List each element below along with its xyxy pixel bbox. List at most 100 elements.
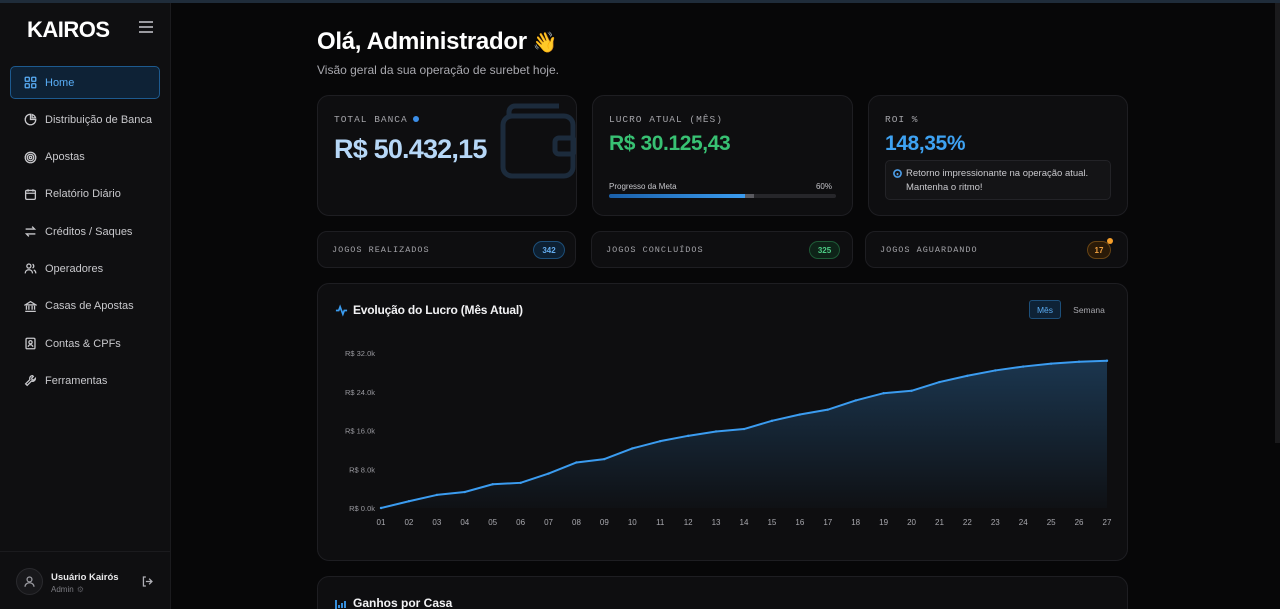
sidebar-item-casas[interactable]: Casas de Apostas	[10, 290, 160, 323]
x-tick-label: 10	[628, 518, 637, 527]
data-point[interactable]	[435, 493, 439, 497]
y-tick-label: R$ 8.0k	[349, 465, 375, 474]
data-point[interactable]	[686, 434, 690, 438]
sidebar-item-distribuicao[interactable]: Distribuição de Banca	[10, 103, 160, 136]
users-icon	[23, 262, 37, 276]
data-point[interactable]	[463, 490, 466, 494]
x-tick-label: 04	[460, 518, 469, 527]
x-tick-label: 27	[1103, 518, 1112, 527]
wallet-icon	[499, 102, 576, 180]
profit-chart: R$ 0.0k R$ 8.0k R$ 16.0k R$ 24.0k R$ 32.0k 01…	[345, 349, 1112, 527]
x-tick-label: 06	[516, 518, 525, 527]
greeting-text: Olá, Administrador	[317, 28, 527, 55]
sidebar-item-contas[interactable]: Contas & CPFs	[10, 327, 160, 360]
data-point[interactable]	[491, 483, 494, 486]
data-point[interactable]	[742, 427, 746, 431]
goal-progress-bar	[609, 194, 836, 198]
data-point[interactable]	[966, 374, 969, 377]
x-tick-label: 22	[963, 518, 972, 527]
waving-hand-icon: 👋	[532, 32, 558, 54]
x-tick-label: 24	[1019, 518, 1028, 527]
goal-progress-fill	[609, 194, 746, 198]
wrench-icon	[23, 374, 37, 388]
data-point[interactable]	[379, 506, 383, 510]
x-tick-label: 16	[795, 518, 804, 527]
sidebar-item-creditos[interactable]: Créditos / Saques	[10, 215, 160, 248]
sidebar-item-operadores[interactable]: Operadores	[10, 252, 160, 285]
data-point[interactable]	[1022, 365, 1025, 368]
goal-progress-marker	[745, 194, 755, 198]
data-point[interactable]	[770, 419, 774, 423]
user-panel: Usuário Kairós Admin ⚙	[0, 551, 171, 609]
data-point[interactable]	[714, 430, 718, 433]
data-point[interactable]	[575, 461, 578, 464]
data-point[interactable]	[1105, 359, 1109, 362]
data-point[interactable]	[910, 389, 913, 392]
sidebar-item-relatorio[interactable]: Relatório Diário	[10, 178, 160, 211]
data-point[interactable]	[659, 439, 662, 443]
roi-note: Retorno impressionante na operação atual…	[885, 160, 1111, 200]
data-point[interactable]	[938, 380, 941, 384]
tab-month[interactable]: Mês	[1029, 300, 1061, 319]
data-point[interactable]	[519, 481, 522, 485]
sidebar-item-label: Ferramentas	[45, 374, 108, 387]
arrows-swap-icon	[23, 225, 37, 239]
avatar[interactable]	[16, 568, 43, 595]
id-card-icon	[23, 337, 37, 351]
y-tick-label: R$ 32.0k	[345, 349, 375, 358]
x-tick-label: 08	[572, 518, 581, 527]
sidebar-item-home[interactable]: Home	[10, 66, 160, 99]
scrollbar[interactable]	[1275, 3, 1280, 443]
data-point[interactable]	[882, 392, 885, 395]
y-tick-label: R$ 16.0k	[345, 427, 375, 436]
grid-icon	[23, 76, 37, 90]
data-point[interactable]	[547, 472, 550, 475]
data-point[interactable]	[603, 457, 606, 461]
activity-icon	[335, 304, 348, 317]
logout-icon[interactable]	[141, 575, 154, 588]
data-point[interactable]	[631, 447, 634, 450]
y-tick-label: R$ 24.0k	[345, 388, 375, 397]
stat-badge: 17	[1087, 241, 1111, 259]
x-tick-label: 19	[879, 518, 888, 527]
target-icon	[23, 150, 37, 164]
data-point[interactable]	[1049, 362, 1053, 365]
user-name: Usuário Kairós	[51, 572, 119, 583]
data-point[interactable]	[826, 408, 829, 411]
goal-percent: 60%	[815, 182, 832, 191]
x-tick-label: 12	[684, 518, 693, 527]
stat-jogos-realizados: JOGOS REALIZADOS 342	[317, 231, 576, 268]
section-title: Ganhos por Casa	[353, 596, 453, 609]
menu-toggle-icon[interactable]	[139, 21, 153, 33]
x-tick-label: 13	[712, 518, 721, 527]
sidebar-item-label: Casas de Apostas	[45, 300, 134, 313]
sidebar-item-label: Operadores	[45, 262, 104, 275]
user-icon	[24, 576, 35, 587]
stat-jogos-aguardando: JOGOS AGUARDANDO 17	[865, 231, 1128, 268]
data-point[interactable]	[994, 369, 997, 372]
stat-label: JOGOS REALIZADOS	[332, 245, 430, 255]
goal-label: Progresso da Meta	[609, 182, 677, 191]
sidebar-item-label: Apostas	[45, 151, 85, 164]
data-point[interactable]	[407, 500, 411, 503]
sidebar-item-apostas[interactable]: Apostas	[10, 141, 160, 174]
pie-chart-icon	[23, 113, 37, 127]
sidebar-item-ferramentas[interactable]: Ferramentas	[10, 364, 160, 397]
calendar-icon	[23, 187, 37, 201]
data-point[interactable]	[1077, 360, 1081, 363]
stat-badge: 342	[533, 241, 565, 259]
data-point[interactable]	[854, 399, 857, 402]
info-icon	[893, 169, 902, 178]
data-point[interactable]	[798, 413, 802, 416]
logo[interactable]: KAIROS	[27, 17, 110, 42]
roi-note-text: Retorno impressionante na operação atual…	[906, 168, 1089, 193]
page-subtitle: Visão geral da sua operação de surebet h…	[317, 63, 559, 77]
tab-week[interactable]: Semana	[1073, 304, 1105, 315]
x-tick-label: 26	[1075, 518, 1084, 527]
roi-card: ROI % 148,35% Retorno impressionante na …	[868, 95, 1128, 216]
x-tick-label: 18	[851, 518, 860, 527]
total-banca-value: R$ 50.432,15	[334, 134, 487, 164]
logo-row: KAIROS	[27, 17, 157, 43]
profit-chart-card: Evolução do Lucro (Mês Atual) Mês Semana…	[317, 283, 1128, 561]
sidebar-item-label: Relatório Diário	[45, 188, 121, 201]
